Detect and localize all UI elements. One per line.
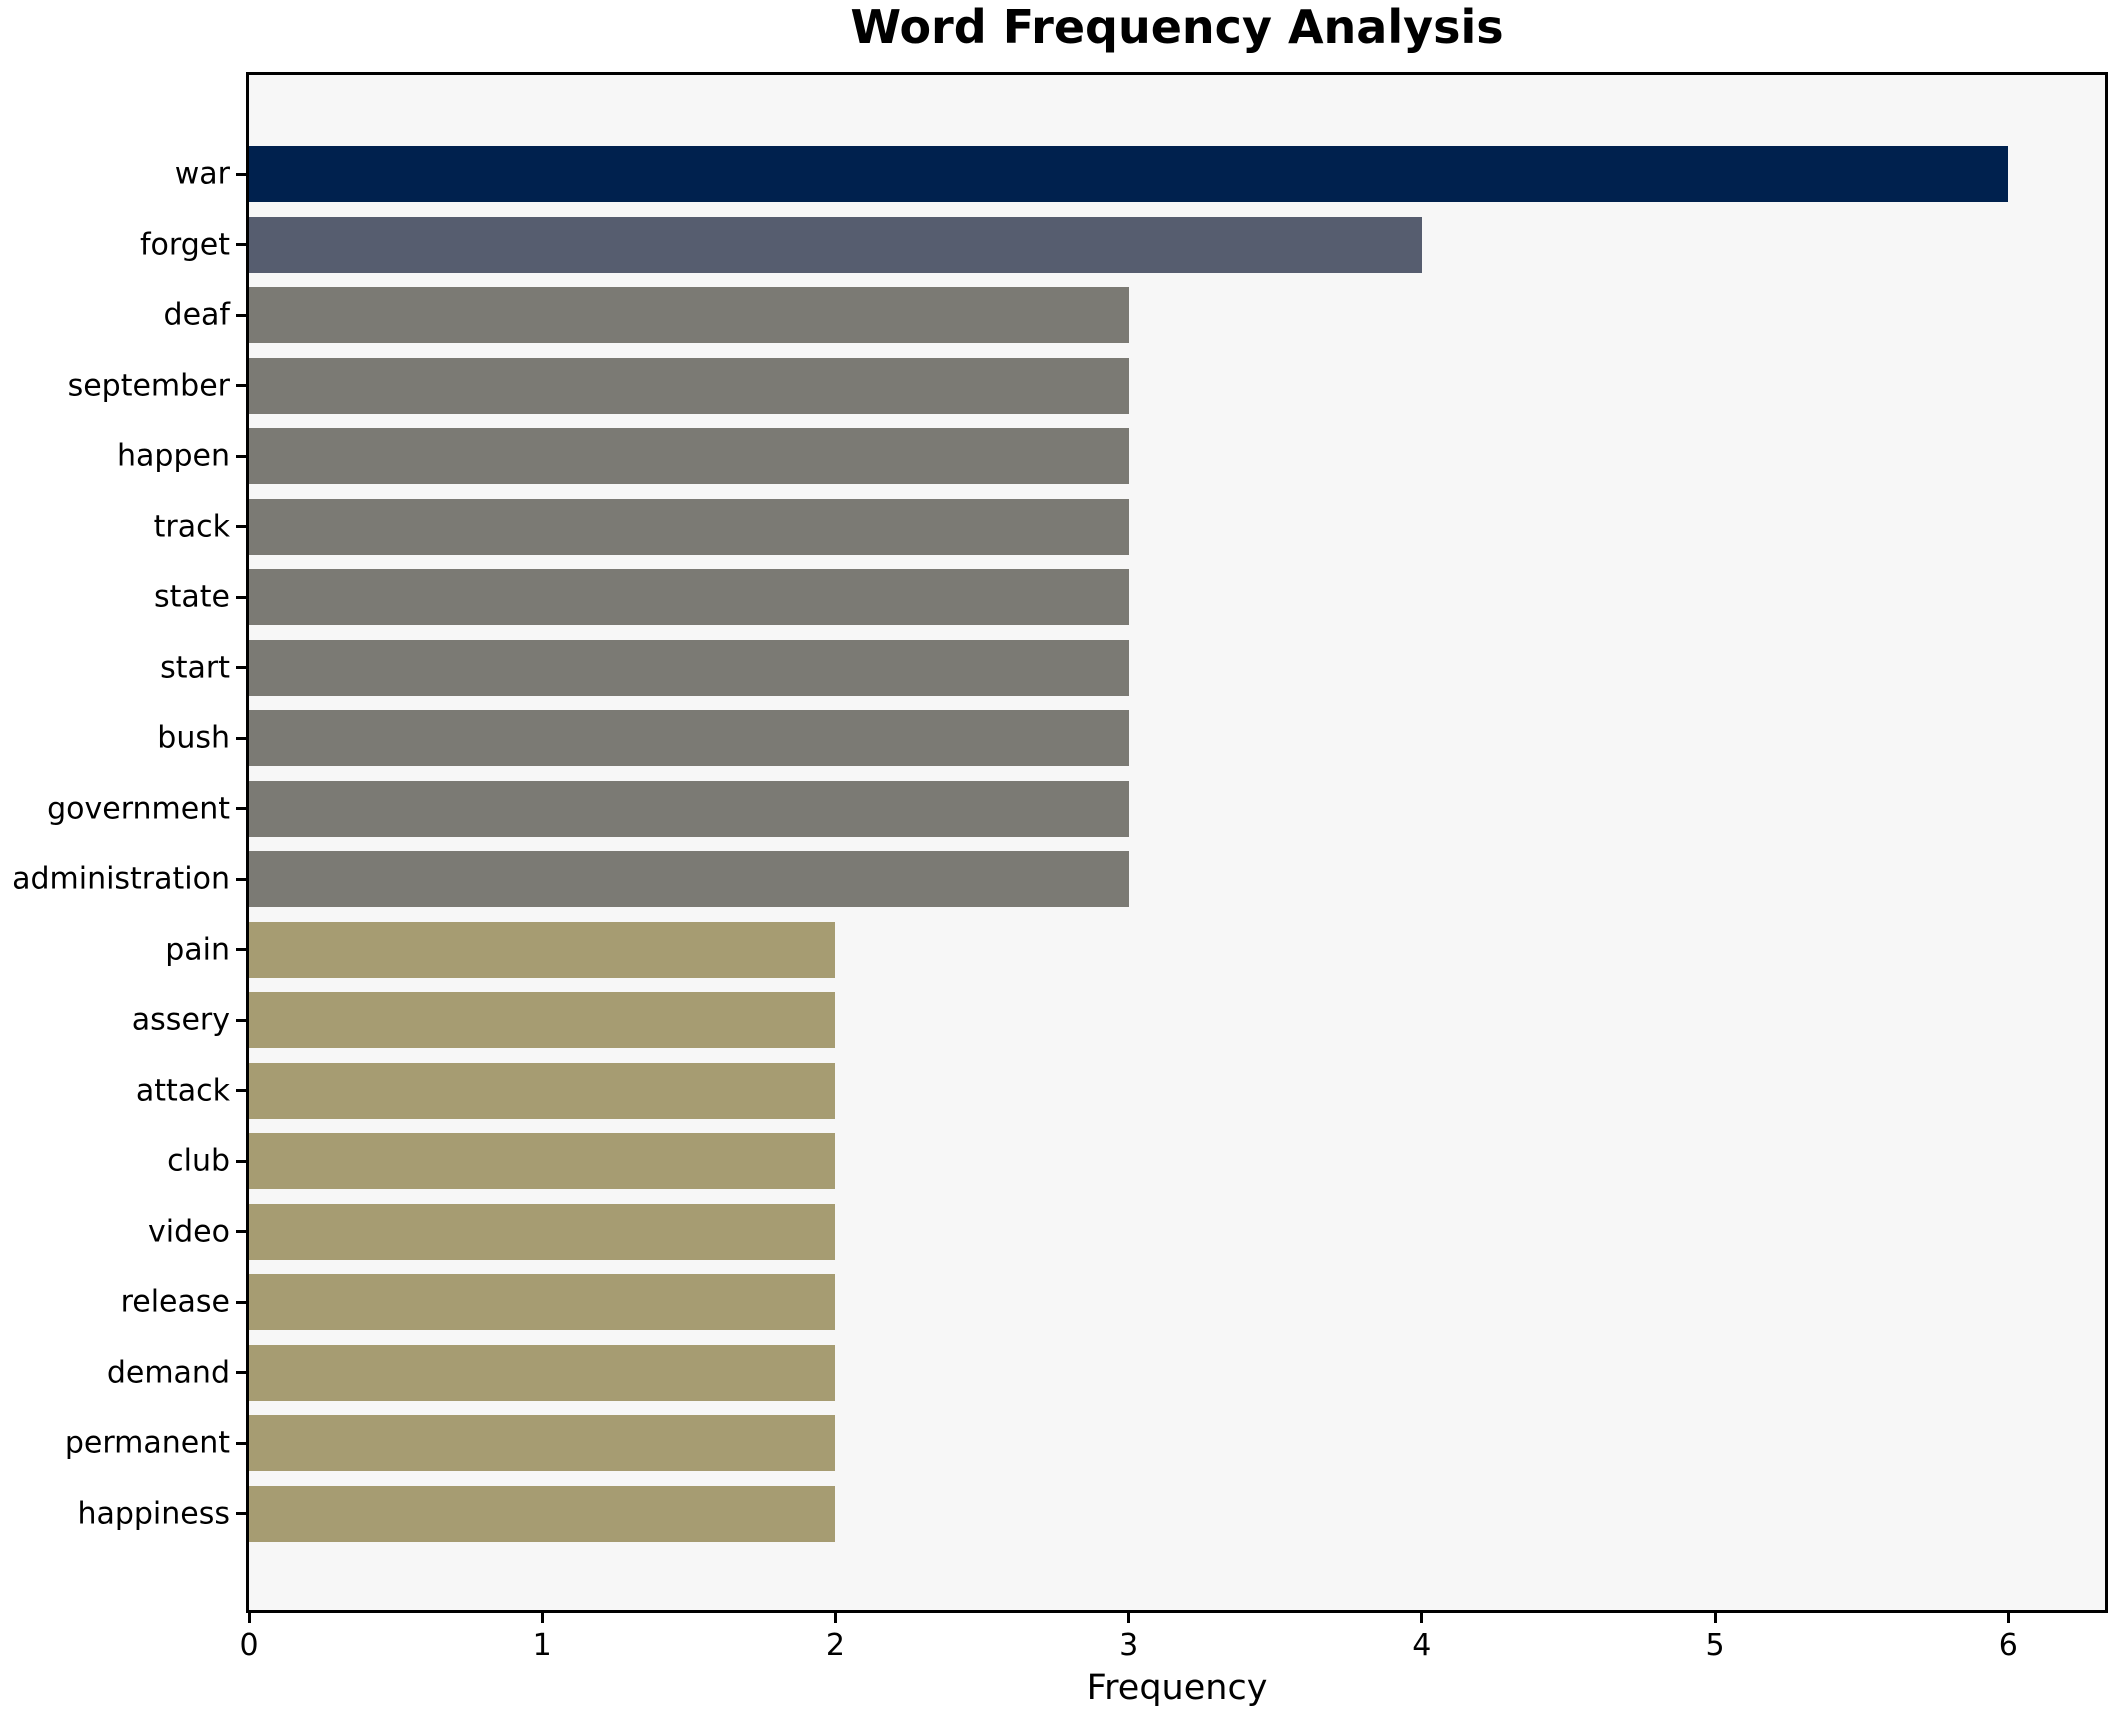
x-tick-label: 3 <box>1119 1628 1139 1663</box>
y-tick-label: bush <box>157 720 230 756</box>
x-tick-label: 1 <box>532 1628 552 1663</box>
y-tick-mark <box>236 736 246 740</box>
y-tick-label: happen <box>117 438 230 474</box>
y-tick-mark <box>236 1230 246 1234</box>
x-tick-mark <box>2006 1613 2010 1623</box>
y-tick-label: release <box>120 1284 230 1320</box>
bar-september <box>249 357 1129 414</box>
y-tick-mark <box>236 1300 246 1304</box>
bar-happen <box>249 428 1129 485</box>
y-tick-label: september <box>67 368 230 404</box>
bar-assery <box>249 992 836 1049</box>
y-tick-mark <box>236 1441 246 1445</box>
bar-release <box>249 1274 836 1331</box>
bar-administration <box>249 851 1129 908</box>
y-tick-mark <box>236 1018 246 1022</box>
x-tick-mark <box>833 1613 837 1623</box>
bar-pain <box>249 921 836 978</box>
plot-area <box>246 72 2108 1613</box>
chart-title: Word Frequency Analysis <box>850 0 1504 54</box>
y-tick-label: administration <box>12 861 230 897</box>
bar-club <box>249 1133 836 1190</box>
y-tick-label: start <box>160 650 230 686</box>
y-tick-label: video <box>148 1214 230 1250</box>
y-tick-label: track <box>153 509 230 545</box>
x-tick-mark <box>1713 1613 1717 1623</box>
y-tick-mark <box>236 243 246 247</box>
y-tick-label: club <box>167 1143 230 1179</box>
bar-government <box>249 780 1129 837</box>
y-tick-mark <box>236 948 246 952</box>
x-tick-label: 6 <box>1998 1628 2018 1663</box>
bar-happiness <box>249 1485 836 1542</box>
x-tick-mark <box>1127 1613 1131 1623</box>
y-tick-mark <box>236 1371 246 1375</box>
y-tick-mark <box>236 1159 246 1163</box>
y-tick-mark <box>236 454 246 458</box>
y-tick-label: government <box>47 791 230 827</box>
bar-video <box>249 1203 836 1260</box>
y-tick-mark <box>236 807 246 811</box>
y-tick-label: pain <box>165 932 230 968</box>
x-tick-mark <box>540 1613 544 1623</box>
bar-forget <box>249 216 1422 273</box>
y-tick-mark <box>236 1089 246 1093</box>
y-tick-label: war <box>174 156 230 192</box>
y-tick-mark <box>236 172 246 176</box>
x-tick-label: 4 <box>1412 1628 1432 1663</box>
y-tick-label: forget <box>140 227 230 263</box>
bar-start <box>249 639 1129 696</box>
x-tick-label: 0 <box>239 1628 259 1663</box>
x-tick-label: 5 <box>1705 1628 1725 1663</box>
x-tick-label: 2 <box>825 1628 845 1663</box>
y-tick-mark <box>236 525 246 529</box>
bar-attack <box>249 1062 836 1119</box>
x-tick-mark <box>247 1613 251 1623</box>
bar-deaf <box>249 287 1129 344</box>
bar-demand <box>249 1344 836 1401</box>
y-tick-mark <box>236 384 246 388</box>
y-tick-label: assery <box>131 1002 230 1038</box>
bar-permanent <box>249 1415 836 1472</box>
x-axis-label: Frequency <box>1086 1668 1268 1708</box>
y-tick-label: state <box>154 579 230 615</box>
y-tick-mark <box>236 666 246 670</box>
y-tick-label: deaf <box>163 297 230 333</box>
y-tick-mark <box>236 877 246 881</box>
y-tick-mark <box>236 595 246 599</box>
y-tick-label: permanent <box>64 1425 230 1461</box>
y-tick-mark <box>236 1512 246 1516</box>
y-tick-mark <box>236 313 246 317</box>
bar-track <box>249 498 1129 555</box>
y-tick-label: demand <box>106 1355 230 1391</box>
bar-bush <box>249 710 1129 767</box>
y-tick-label: attack <box>135 1073 230 1109</box>
x-tick-mark <box>1420 1613 1424 1623</box>
bar-war <box>249 146 2009 203</box>
y-tick-label: happiness <box>77 1496 230 1532</box>
bar-state <box>249 569 1129 626</box>
